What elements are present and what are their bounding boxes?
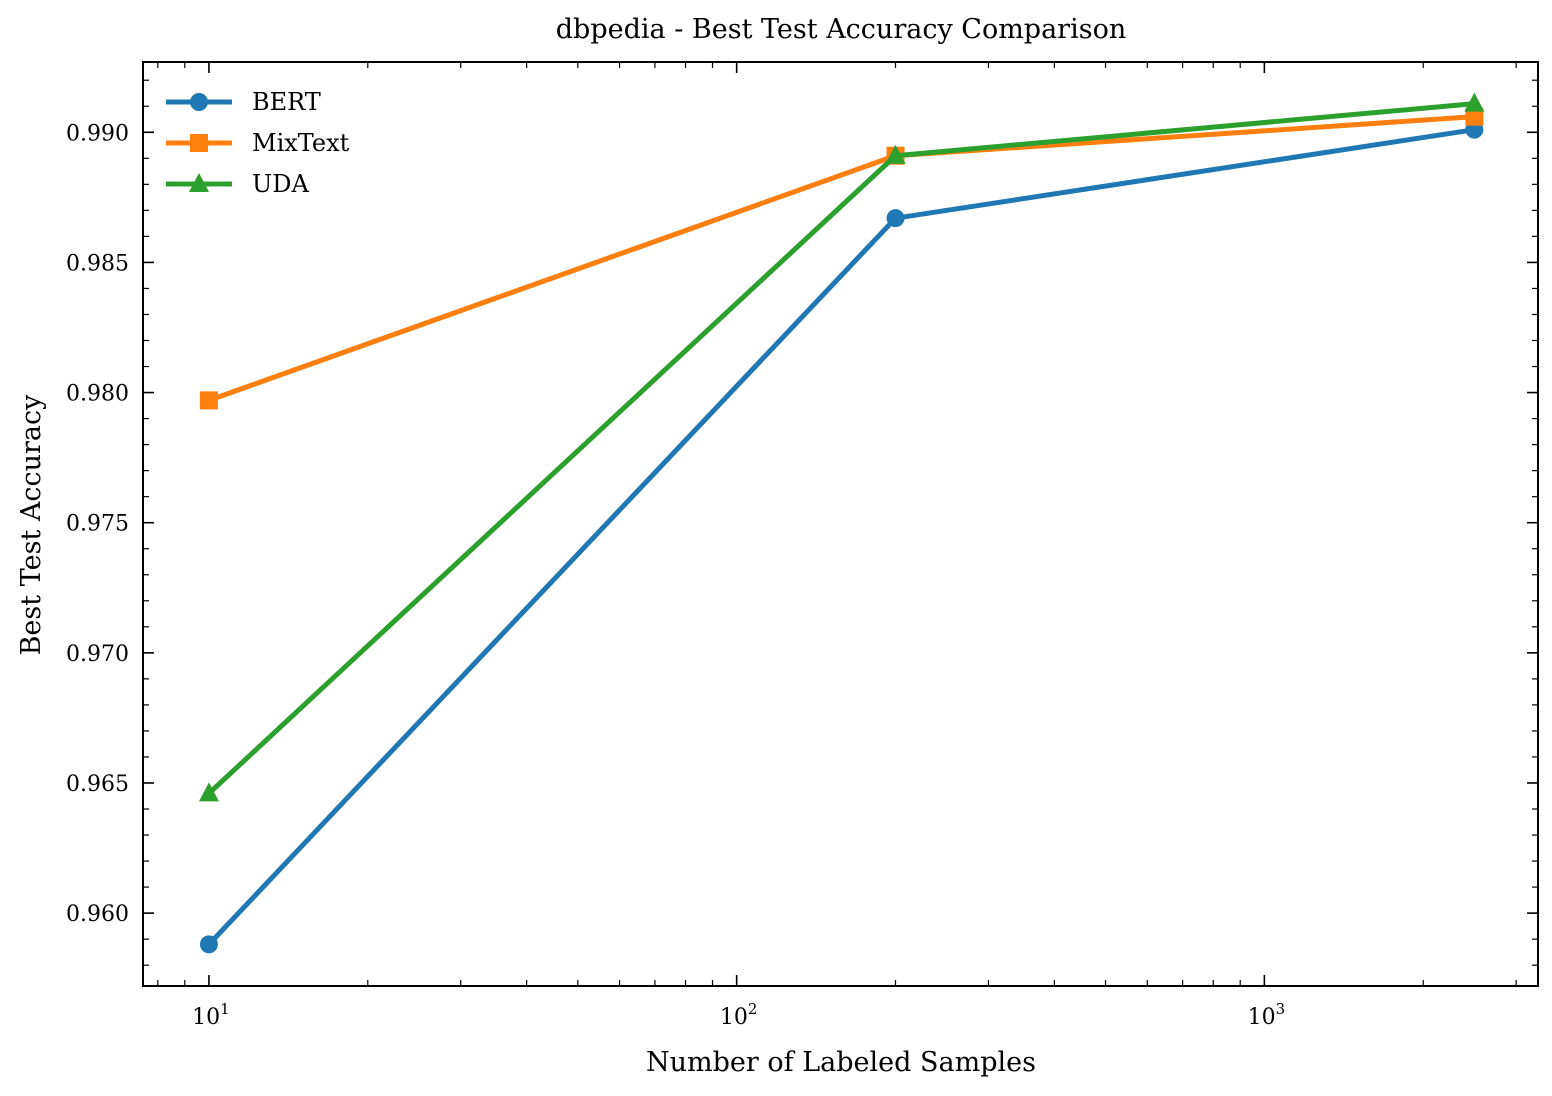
data-point-mixtext [1465,107,1484,126]
x-tick-label-exponent: 3 [1276,1000,1286,1018]
y-tick-label: 0.960 [66,902,129,927]
x-axis-label: Number of Labeled Samples [646,1047,1036,1078]
plot-frame [142,61,1539,987]
legend-marker [189,173,209,192]
data-point-uda [885,144,906,164]
x-tick-label: 101 [192,1000,230,1030]
y-tick-label: 0.975 [66,512,129,537]
legend-marker [190,134,208,152]
data-point-bert [886,209,905,228]
data-point-bert [199,935,218,954]
series-line-bert [206,127,1477,947]
chart-title: dbpedia - Best Test Accuracy Comparison [556,14,1126,45]
x-tick-label: 103 [1248,1000,1286,1030]
legend-marker [190,93,208,111]
x-tick-label-base: 10 [720,1005,748,1030]
y-tick-label: 0.980 [66,382,129,407]
y-tick-label: 0.990 [66,121,129,146]
legend-label: BERT [252,88,321,116]
y-tick-label: 0.965 [66,772,129,797]
data-point-mixtext [199,391,218,410]
data-point-uda [198,782,219,802]
x-tick-label-base: 10 [192,1005,220,1030]
y-tick-label: 0.970 [66,642,129,667]
legend-label: UDA [252,170,309,198]
data-point-uda [1464,92,1485,112]
x-tick-label: 102 [720,1000,758,1030]
x-tick-label-exponent: 2 [748,1000,758,1018]
y-axis-label: Best Test Accuracy [16,394,47,656]
series-line-uda [206,101,1477,796]
y-tick-label: 0.985 [66,251,129,276]
x-tick-label-base: 10 [1248,1005,1276,1030]
x-tick-label-exponent: 1 [220,1000,230,1018]
legend-label: MixText [252,129,350,157]
